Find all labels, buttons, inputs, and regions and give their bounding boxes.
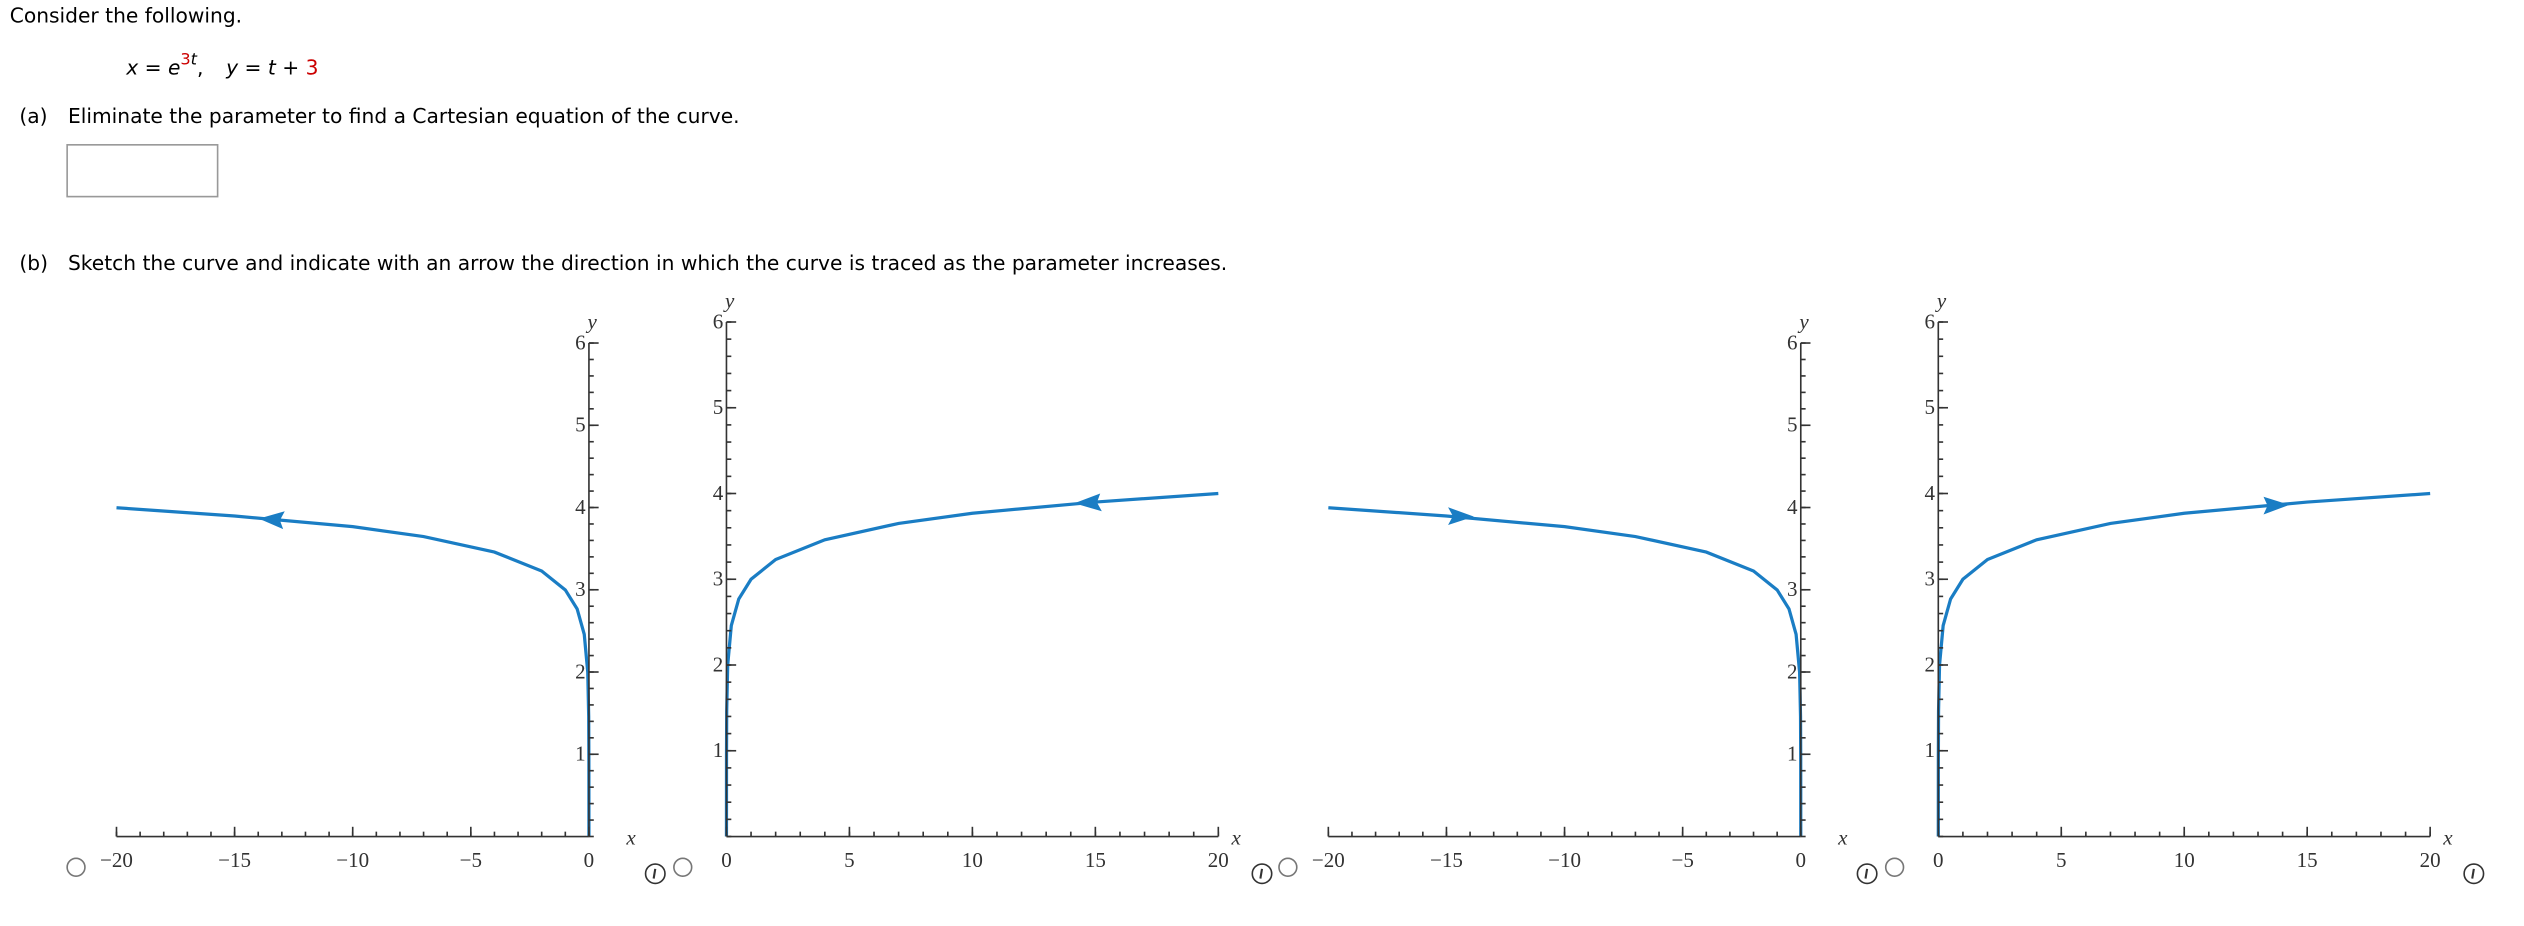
- y-tick-label: 1: [713, 738, 724, 762]
- y-tick-label: 3: [713, 567, 724, 591]
- equation: x = e3t, y = t + 3: [125, 50, 318, 80]
- y-axis-label: y: [723, 288, 735, 312]
- curve: [1936, 491, 2431, 837]
- y-tick-label: 3: [1925, 567, 1936, 591]
- y-axis-label: y: [586, 309, 598, 333]
- arrow: [2263, 496, 2290, 515]
- x-axis-label: x: [1837, 826, 1848, 850]
- x-tick-label: −10: [1548, 848, 1581, 872]
- x-tick-label: −5: [460, 848, 482, 872]
- eq-part: x = e: [125, 55, 180, 79]
- x-tick-label: 5: [2056, 848, 2067, 872]
- graph: 0 5 10 15 20 1 2 3 4 5 6 x y: [713, 288, 1242, 872]
- y-tick-label: 4: [575, 495, 586, 519]
- x-tick-label: 0: [721, 848, 732, 872]
- x-tick-label: −20: [100, 848, 133, 872]
- x-tick-label: −5: [1671, 848, 1693, 872]
- x-tick-label: 20: [1208, 848, 1229, 872]
- curve: [116, 506, 591, 837]
- y-tick-label: 1: [1787, 742, 1798, 766]
- y-tick-label: 4: [713, 481, 724, 505]
- radio[interactable]: [66, 857, 86, 877]
- radio[interactable]: [673, 857, 693, 877]
- curves: [116, 491, 2431, 837]
- x-tick-label: 15: [2297, 848, 2318, 872]
- y-tick-label: 6: [575, 331, 586, 355]
- y-tick-label: 2: [1925, 652, 1936, 676]
- x-tick-label: 0: [584, 848, 595, 872]
- graph: −20 −15 −10 −5 0 1 2 3 4 5 6 x y: [1312, 309, 1848, 872]
- x-tick-label: 0: [1933, 848, 1944, 872]
- y-tick-label: 6: [713, 309, 724, 333]
- prompt: Consider the following.: [10, 4, 242, 28]
- y-tick-label: 3: [575, 577, 586, 601]
- curve: [1328, 506, 1803, 837]
- x-tick-label: 20: [2420, 848, 2441, 872]
- graph: −20 −15 −10 −5 0 1 2 3 4 5 6 x y: [100, 309, 636, 872]
- part-label: (b): [19, 251, 48, 275]
- x-tick-label: 10: [2174, 848, 2195, 872]
- y-tick-label: 6: [1787, 331, 1798, 355]
- y-axis-label: y: [1935, 288, 1947, 312]
- arrow: [1074, 493, 1102, 512]
- eq-part: y = t +: [225, 55, 305, 79]
- radio[interactable]: [1278, 857, 1298, 877]
- part-label: (a): [19, 104, 47, 128]
- eq-part: 3: [180, 50, 190, 69]
- y-tick-label: 5: [1925, 395, 1936, 419]
- x-tick-label: 15: [1085, 848, 1106, 872]
- y-tick-label: 3: [1787, 577, 1798, 601]
- x-tick-label: −15: [218, 848, 251, 872]
- y-tick-label: 6: [1925, 309, 1936, 333]
- x-tick-label: 5: [844, 848, 855, 872]
- x-axis-label: x: [2442, 826, 2453, 850]
- part-text: Sketch the curve and indicate with an ar…: [68, 251, 1227, 275]
- graph: 0 5 10 15 20 1 2 3 4 5 6 x y: [1925, 288, 2454, 872]
- y-tick-label: 1: [575, 742, 586, 766]
- radio[interactable]: [1884, 857, 1905, 877]
- y-tick-label: 2: [713, 652, 724, 676]
- y-tick-label: 5: [575, 413, 586, 437]
- y-tick-label: 2: [575, 659, 586, 683]
- info-icon[interactable]: [1856, 863, 1878, 885]
- eq-part: t: [191, 50, 198, 69]
- part-text: Eliminate the parameter to find a Cartes…: [68, 104, 740, 128]
- y-tick-label: 1: [1925, 738, 1936, 762]
- x-axis-label: x: [1230, 826, 1241, 850]
- y-tick-label: 5: [713, 395, 724, 419]
- y-tick-label: 2: [1787, 659, 1798, 683]
- x-tick-label: 0: [1796, 848, 1807, 872]
- x-tick-label: −10: [336, 848, 369, 872]
- eq-part: 3: [306, 55, 319, 79]
- arrow: [1448, 507, 1474, 526]
- curve: [724, 491, 1219, 837]
- arrow: [258, 511, 285, 530]
- info-icon[interactable]: [2463, 863, 2485, 885]
- x-tick-label: −20: [1312, 848, 1345, 872]
- y-tick-label: 5: [1787, 413, 1798, 437]
- x-axis-label: x: [625, 826, 636, 850]
- y-axis-label: y: [1797, 309, 1809, 333]
- eq-part: ,: [197, 55, 203, 79]
- x-tick-label: −15: [1430, 848, 1463, 872]
- y-tick-label: 4: [1925, 481, 1936, 505]
- y-tick-label: 4: [1787, 495, 1798, 519]
- x-tick-label: 10: [962, 848, 983, 872]
- answer-input[interactable]: [66, 144, 219, 198]
- info-icon[interactable]: [644, 863, 666, 885]
- info-icons: [644, 863, 2485, 885]
- choices: [66, 857, 1905, 877]
- info-icon[interactable]: [1251, 863, 1273, 885]
